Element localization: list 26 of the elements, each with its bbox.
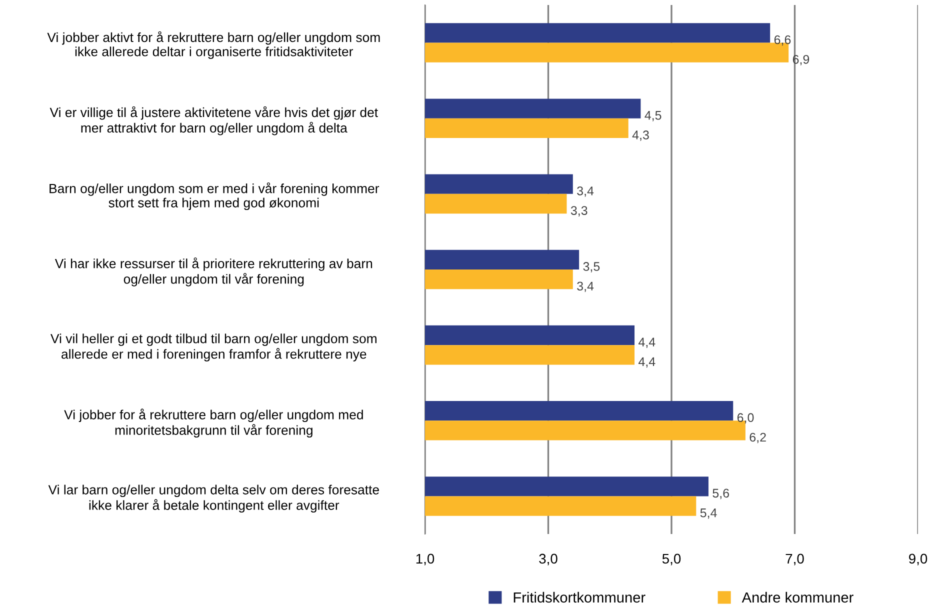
y-tick-label: Vi er villige til å justere aktivitetene våre hvis det gjør det mer attraktivt for barn og/eller ungdom å delta xyxy=(50,106,378,136)
y-tick-label: Vi vil heller gi et godt tilbud til barn og/eller ungdom som allerede er med i foreningen framfor å rekruttere nye xyxy=(50,334,376,362)
y-tick-label: Vi lar barn og/eller ungdom delta selv om deres foresatte ikke klarer å betale kontingent eller avgifter xyxy=(48,484,379,513)
data-label: 4,4 xyxy=(638,338,656,348)
y-tick-label: Vi jobber for å rekruttere barn og/eller ungdom med minoritetsbakgrunn til vår forening xyxy=(64,408,363,438)
y-tick-label: Vi jobber aktivt for å rekruttere barn og/eller ungdom som ikke allerede deltar i organiserte fritidsaktiviteter xyxy=(47,31,380,59)
data-label: 6,2 xyxy=(750,432,766,444)
data-label: 5,6 xyxy=(712,488,729,500)
x-tick-label: 9,0 xyxy=(909,554,928,566)
data-label: 3,3 xyxy=(570,206,588,216)
data-label: 4,4 xyxy=(638,357,656,368)
x-tick-label: 1,0 xyxy=(416,554,434,566)
data-label: 3,4 xyxy=(577,186,594,197)
data-label: 6,0 xyxy=(737,413,754,424)
x-tick-label: 5,0 xyxy=(662,554,681,566)
data-label: 4,5 xyxy=(644,111,662,122)
data-label: 3,4 xyxy=(577,282,594,292)
x-tick-label: 3,0 xyxy=(539,554,558,566)
y-tick-label: Vi har ikke ressurser til å prioritere rekruttering av barn og/eller ungdom til vår forening xyxy=(54,257,372,286)
y-tick-label: Barn og/eller ungdom som er med i vår forening kommer stort sett fra hjem med god økonomi xyxy=(50,182,380,210)
legend-label: Fritidskortkommuner xyxy=(514,592,646,603)
data-label: 3,5 xyxy=(583,262,600,272)
x-tick-label: 7,0 xyxy=(786,554,804,566)
legend-label: Andre kommuner xyxy=(742,592,854,603)
data-label: 5,4 xyxy=(700,508,717,519)
data-label: 4,3 xyxy=(632,130,649,141)
